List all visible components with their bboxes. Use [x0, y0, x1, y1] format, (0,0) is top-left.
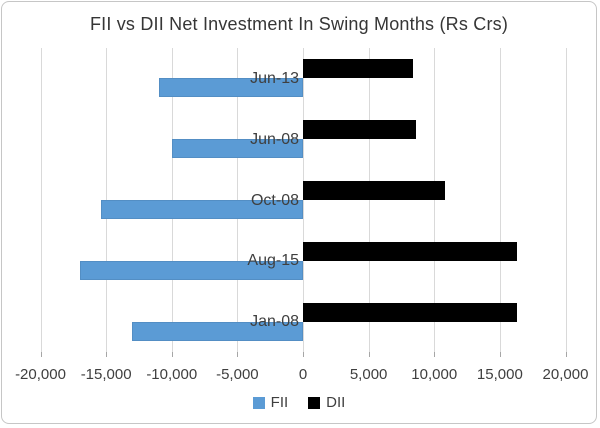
dii-bar — [303, 241, 517, 261]
x-tick-label: 15,000 — [476, 366, 523, 383]
dii-legend-label: DII — [326, 394, 346, 411]
category-label: Jun-08 — [250, 130, 299, 148]
chart-title: FII vs DII Net Investment In Swing Month… — [89, 14, 509, 34]
legend-item-dii: DII — [308, 394, 345, 411]
legend-item-fii: FII — [252, 394, 289, 411]
x-tick-label: -15,000 — [80, 366, 132, 383]
category-label: Jun-13 — [250, 69, 299, 87]
fii-bar — [158, 78, 303, 98]
axis-tick — [106, 352, 108, 357]
fii-bar — [132, 321, 303, 341]
x-tick-label: -20,000 — [15, 366, 66, 383]
dii-bar — [303, 59, 414, 79]
dii-bar — [303, 302, 517, 322]
dii-bar — [303, 120, 416, 140]
x-tick-label: 0 — [298, 366, 308, 383]
category-label: Oct-08 — [250, 191, 299, 209]
axis-tick — [499, 352, 501, 357]
fii-legend-label: FII — [270, 394, 289, 411]
fii-legend-swatch — [252, 396, 265, 409]
x-tick-label: 20,000 — [542, 366, 589, 383]
axis-tick — [368, 352, 370, 357]
axis-tick — [40, 352, 42, 357]
axis-tick — [171, 352, 173, 357]
x-tick-label: 10,000 — [411, 366, 458, 383]
x-tick-label: -5,000 — [216, 366, 259, 383]
gridline — [368, 48, 370, 352]
axis-tick — [303, 352, 304, 357]
gridline — [434, 48, 436, 352]
x-tick-label: 5,000 — [349, 366, 388, 383]
category-label: Aug-15 — [247, 252, 299, 270]
x-tick-label: -10,000 — [146, 366, 198, 383]
legend: FII DII — [2, 394, 596, 411]
gridline — [40, 48, 42, 352]
axis-tick — [565, 352, 567, 357]
axis-tick — [434, 352, 436, 357]
gridline — [499, 48, 501, 352]
dii-bar — [303, 181, 445, 200]
axis-tick — [237, 352, 239, 357]
fii-bar — [79, 260, 303, 280]
dii-legend-swatch — [308, 396, 321, 409]
fii-bar — [100, 200, 303, 219]
fii-bar — [171, 139, 303, 159]
gridline — [303, 48, 304, 352]
category-label: Jan-08 — [250, 313, 299, 331]
gridline — [565, 48, 567, 352]
